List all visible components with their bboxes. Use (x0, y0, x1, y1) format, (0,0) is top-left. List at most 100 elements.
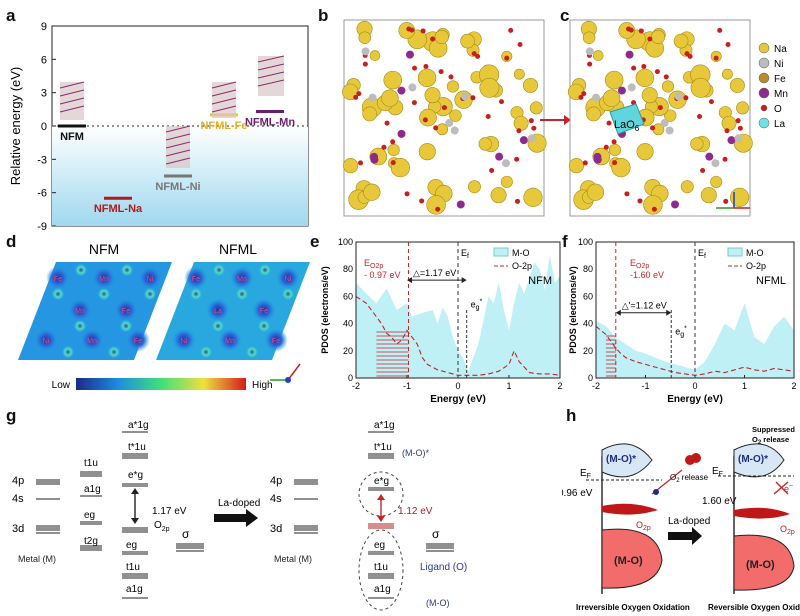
mo-a1g-bond-right: a1g (374, 584, 391, 595)
y-tick-label: 60 (583, 291, 593, 301)
na-atom (664, 109, 677, 122)
na-atom (513, 68, 525, 80)
mo-eg-bond-right: eg (374, 540, 385, 551)
na-atom (449, 109, 462, 122)
metal-site-label: Fe (54, 276, 62, 283)
o-atom (606, 120, 612, 126)
oxygen-site (199, 345, 213, 359)
eo2p-value: - 0.97 eV (364, 270, 401, 280)
oxygen-site (119, 319, 133, 333)
o-atom (663, 74, 669, 80)
mo-label-g: (M-O) (426, 598, 450, 608)
mo-label-right: (M-O) (746, 559, 775, 571)
o-atom (641, 64, 647, 70)
na-atom (673, 33, 689, 49)
o-atom (612, 160, 618, 166)
mo-a1g-star-right: a*1g (374, 420, 395, 431)
o-atom (531, 125, 537, 131)
na-atom (586, 106, 601, 122)
mo-t1u-bond-right: t1u (374, 562, 388, 573)
o-atom (647, 36, 653, 42)
oxygen-site (51, 287, 65, 301)
crystal-structure-icon-mn (257, 55, 285, 96)
level-4s: 4s (12, 493, 24, 505)
level-3d-right: 3d (270, 523, 282, 535)
o-atom (430, 36, 436, 42)
o-atom (353, 94, 359, 100)
y-tick-label: -9 (37, 221, 47, 232)
o-atom (637, 198, 643, 204)
colorbar (76, 378, 246, 390)
na-atom (568, 158, 584, 174)
o-atom (475, 53, 481, 59)
legend-swatch (758, 57, 770, 69)
legend-label-mo: M-O (512, 248, 530, 258)
na-atom (460, 33, 475, 49)
legend-label: Na (774, 44, 787, 55)
panel-f-pdos-nfml: -2 -1 0 1 2 100 80 60 40 20 0 Energy (eV) PDOS (elec… (566, 232, 800, 412)
gap-arrowhead (407, 277, 412, 284)
o-atom (409, 27, 415, 33)
na-atom (604, 70, 624, 90)
ni-atom (368, 93, 377, 102)
crystal-b-svg (342, 19, 547, 217)
mo-t1u-star: t*1u (128, 442, 146, 453)
na-atom (690, 77, 711, 98)
level-4p-right: 4p (270, 475, 282, 487)
atoms-c (567, 20, 753, 215)
mo-diagram-pristine: 4p 4s 3d Metal (M) t1u a1g eg t2g a*1g t… (12, 420, 204, 599)
pdos-chart-e: -2 -1 0 1 2 100 80 60 40 20 0 Energy (eV) PDOS (elec… (320, 237, 563, 405)
x-tick-label: -1 (641, 381, 649, 391)
na-atom (582, 31, 596, 44)
legend-swatch-mo (493, 247, 509, 257)
nfml-map-atoms: Fe Mn Ni La Fe Ni Mn Fe (172, 263, 300, 359)
ni-atom (445, 119, 454, 128)
o2p-label-right: O2p (780, 524, 795, 536)
oxygen-site (74, 263, 88, 277)
x-tick-label: -2 (592, 381, 600, 391)
y-tick-label: -6 (37, 188, 47, 200)
na-atom (721, 115, 737, 131)
mo-eg-bond: eg (126, 540, 137, 551)
o-atom (438, 69, 444, 75)
o-atom (471, 51, 477, 57)
pdos-title: NFML (756, 275, 786, 287)
atoms-b (342, 20, 547, 215)
y-axis-label: Relative energy (eV) (8, 67, 23, 186)
gap-arrowhead (666, 309, 672, 316)
na-atom (387, 143, 400, 157)
metal-site-label: Mn (99, 276, 109, 283)
o-atom (435, 206, 441, 212)
mo-band-left (601, 528, 663, 589)
panel-c-doped-crystal: LaO6 Na Ni Fe Mn O La (566, 12, 800, 226)
colorbar-high-label: High (252, 380, 273, 391)
na-atom (424, 87, 441, 104)
pdos-chart-f: -2 -1 0 1 2 100 80 60 40 20 0 Energy (eV) PDOS (elec… (568, 237, 797, 405)
na-atom (586, 183, 605, 201)
eo2p-value: -1.60 eV (630, 270, 664, 280)
y-axis-label: PDOS (electrons/eV) (568, 266, 578, 354)
metal-site (206, 298, 230, 322)
na-atom (390, 158, 410, 178)
legend-label: O (774, 104, 782, 115)
na-atom (721, 68, 733, 80)
na-atom (369, 50, 381, 61)
metal-site (126, 328, 150, 352)
o-atom (611, 139, 617, 145)
legend-swatch (758, 72, 770, 84)
axis-triad-c (716, 192, 750, 209)
element-legend: Na Ni Fe Mn O La (758, 42, 788, 130)
x-tick-label: -1 (403, 381, 411, 391)
suppressed-cross-icon (773, 481, 789, 495)
mo-t1u: t1u (84, 458, 98, 469)
x-axis-label: Energy (eV) (667, 394, 723, 405)
o-atom (582, 160, 588, 166)
o-atom (384, 120, 390, 126)
ni-atom (450, 126, 459, 135)
metal-site (264, 328, 288, 352)
y-tick-label: 40 (583, 319, 593, 329)
na-atom (358, 31, 371, 44)
metal-site (46, 266, 70, 290)
mo-band-right (733, 534, 795, 591)
y-tick-labels: 9 6 3 0 -3 -6 -9 (37, 21, 56, 232)
